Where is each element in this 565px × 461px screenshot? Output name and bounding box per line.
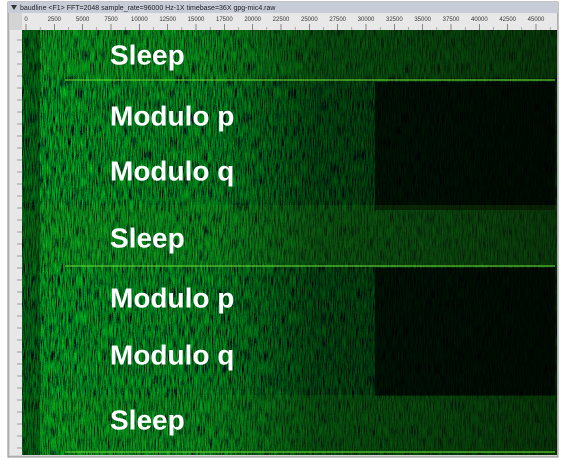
phase-label: Modulo q [110, 155, 234, 186]
phase-label: Sleep [110, 222, 185, 253]
ruler-label: 30000 [358, 17, 375, 23]
phase-label: Modulo p [110, 282, 234, 313]
ruler-label: 42500 [499, 17, 516, 23]
phase-label: Modulo p [110, 100, 234, 131]
left-edge [22, 30, 40, 455]
phase-label: Sleep [110, 39, 185, 70]
phase-label: Modulo q [110, 339, 234, 370]
ruler-label: 5000 [76, 17, 90, 23]
window: baudline <F1> FFT=2048 sample_rate=96000… [0, 0, 565, 461]
ruler-label: 37500 [443, 17, 460, 23]
sleep-band [22, 30, 557, 78]
ruler-label: 35000 [414, 17, 431, 23]
ruler-label: 27500 [329, 17, 346, 23]
sleep-band [22, 205, 557, 265]
ruler-label: 15000 [188, 17, 205, 23]
page: baudline <F1> FFT=2048 sample_rate=96000… [0, 0, 565, 461]
ruler-label: 32500 [386, 17, 403, 23]
ruler-label: 25000 [301, 17, 318, 23]
ruler-label: 12500 [159, 17, 176, 23]
phase-label: Sleep [110, 404, 185, 435]
left-ruler [10, 30, 22, 455]
window-title: baudline <F1> FFT=2048 sample_rate=96000… [20, 5, 276, 12]
ruler-label: 17500 [216, 17, 233, 23]
ruler-label: 22500 [273, 17, 290, 23]
ruler-label: 45000 [528, 17, 545, 23]
ruler-label: 20000 [244, 17, 261, 23]
spectrogram [22, 30, 557, 455]
ruler-label: 2500 [48, 17, 62, 23]
sleep-band [22, 395, 557, 455]
quiet-block [375, 268, 555, 396]
ruler-label: 10000 [131, 17, 148, 23]
quiet-block [375, 82, 555, 210]
ruler-label: 7500 [104, 17, 118, 23]
ruler-label: 40000 [471, 17, 488, 23]
